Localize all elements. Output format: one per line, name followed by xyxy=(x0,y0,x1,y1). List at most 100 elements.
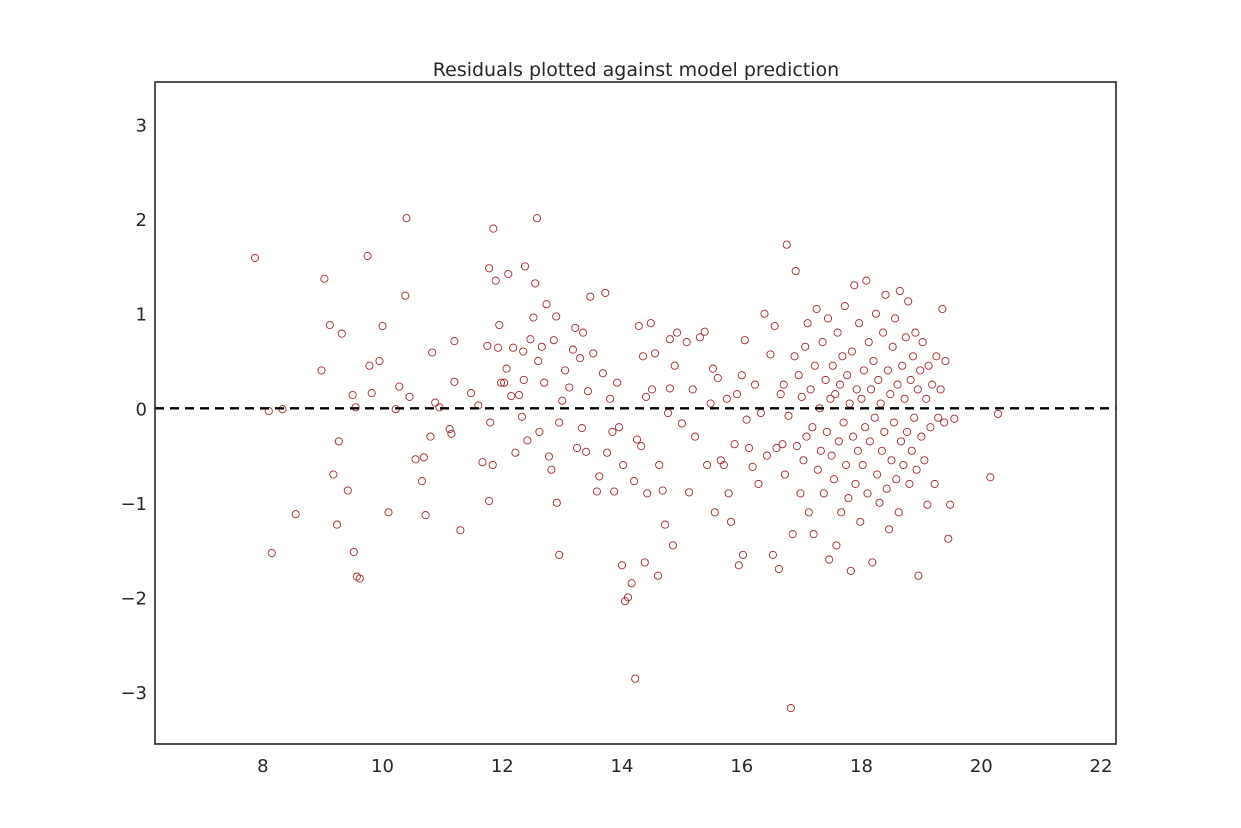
data-point xyxy=(540,378,549,387)
data-point xyxy=(544,452,554,461)
data-point xyxy=(713,373,722,383)
y-axis-ticks: 3 2 1 0 −1 −2 −3 xyxy=(120,116,147,704)
data-point xyxy=(823,314,833,323)
data-point xyxy=(870,413,879,422)
data-point xyxy=(876,399,885,408)
data-point xyxy=(724,489,733,498)
data-point xyxy=(365,361,374,370)
data-point xyxy=(864,338,873,347)
data-point xyxy=(519,347,528,356)
data-point xyxy=(583,387,592,396)
data-point xyxy=(821,375,830,384)
data-point xyxy=(930,479,939,488)
data-point xyxy=(650,349,660,358)
data-point xyxy=(710,508,719,517)
data-point xyxy=(849,432,858,441)
data-point xyxy=(844,494,853,503)
data-point xyxy=(819,489,828,498)
data-point xyxy=(914,571,923,580)
data-point xyxy=(738,550,748,559)
data-point xyxy=(579,328,588,337)
data-point xyxy=(904,297,913,306)
data-point xyxy=(601,288,610,297)
data-point xyxy=(617,561,627,570)
data-point xyxy=(653,571,663,580)
data-point xyxy=(911,328,920,337)
data-point xyxy=(405,392,414,401)
data-point xyxy=(938,304,947,314)
data-point xyxy=(411,455,420,464)
data-point xyxy=(534,356,543,366)
data-point xyxy=(877,446,886,455)
data-point xyxy=(547,465,556,474)
data-point xyxy=(883,366,892,375)
data-point xyxy=(899,460,908,470)
data-point xyxy=(665,335,674,344)
data-point xyxy=(623,593,633,602)
data-point xyxy=(378,321,387,331)
data-point xyxy=(826,394,835,403)
data-point xyxy=(421,511,430,520)
data-point xyxy=(879,328,888,337)
data-point xyxy=(908,352,918,361)
data-point xyxy=(831,390,840,399)
data-point xyxy=(250,253,260,262)
data-point xyxy=(940,418,949,427)
data-point xyxy=(677,419,686,428)
data-point xyxy=(847,347,856,356)
data-point xyxy=(531,279,540,288)
data-point xyxy=(803,319,812,328)
data-point xyxy=(619,460,628,470)
data-point xyxy=(348,390,357,400)
data-point xyxy=(483,341,492,350)
data-point xyxy=(668,541,677,550)
data-point xyxy=(586,292,595,301)
data-point xyxy=(419,453,428,462)
data-point xyxy=(614,423,624,432)
data-point xyxy=(494,343,503,352)
data-point xyxy=(822,427,831,436)
data-point xyxy=(334,437,343,446)
data-point xyxy=(873,470,882,479)
data-point xyxy=(631,674,640,683)
data-point xyxy=(916,366,925,375)
data-point xyxy=(529,313,538,322)
data-point xyxy=(891,314,900,323)
data-point xyxy=(706,399,715,408)
data-point xyxy=(343,486,352,495)
x-tick-label: 20 xyxy=(970,756,993,777)
data-point xyxy=(732,390,742,399)
data-point xyxy=(827,451,836,460)
data-point xyxy=(495,320,504,330)
points-layer xyxy=(250,214,1003,713)
x-tick-label: 10 xyxy=(371,756,394,777)
data-point xyxy=(766,350,775,359)
data-point xyxy=(796,489,805,498)
data-point xyxy=(485,496,494,506)
x-tick-label: 12 xyxy=(491,756,514,777)
data-point xyxy=(467,389,476,398)
x-tick-label: 22 xyxy=(1090,756,1113,777)
data-point xyxy=(837,508,846,517)
data-point xyxy=(856,517,865,526)
data-point xyxy=(742,415,751,424)
data-point xyxy=(839,418,848,427)
data-point xyxy=(613,378,622,387)
data-point xyxy=(797,392,806,401)
data-point xyxy=(485,264,494,273)
data-point xyxy=(779,380,788,389)
data-point xyxy=(673,328,682,337)
data-point xyxy=(867,385,876,394)
data-point xyxy=(770,321,779,331)
data-point xyxy=(514,390,524,400)
chart-title: Residuals plotted against model predicti… xyxy=(433,59,839,81)
data-point xyxy=(809,530,818,539)
data-point xyxy=(610,487,619,496)
y-tick-label: −2 xyxy=(120,588,147,609)
data-point xyxy=(582,447,591,456)
data-point xyxy=(535,427,544,436)
data-point xyxy=(887,456,896,465)
data-point xyxy=(726,517,736,526)
data-point xyxy=(428,348,437,357)
data-point xyxy=(788,530,797,539)
